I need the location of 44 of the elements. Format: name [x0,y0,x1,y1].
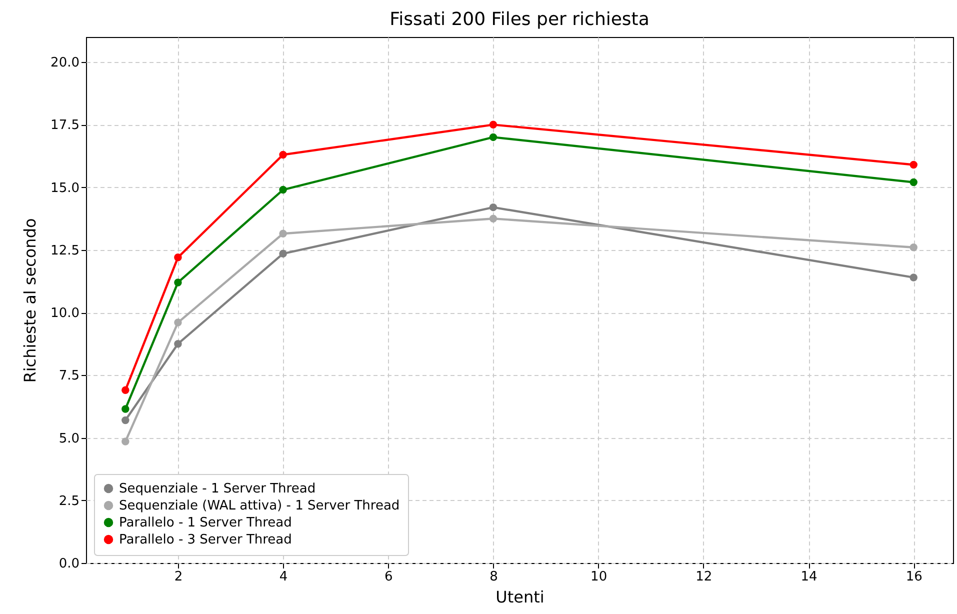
y-tick-label: 7.5 [58,368,80,384]
x-tick-label: 12 [696,570,712,584]
x-tick-label: 10 [590,570,608,584]
point [122,438,130,446]
y-tick-label: 5.0 [58,431,80,446]
point [910,178,918,186]
point [910,274,918,282]
point [174,254,182,262]
point [910,244,918,252]
x-tick-label: 16 [906,570,922,584]
point [489,203,498,212]
y-tick-label: 0.0 [58,556,80,572]
x-tick-label: 2 [174,570,183,584]
x-tick-label: 4 [279,570,288,584]
point [122,416,130,424]
point [279,250,287,258]
point [174,278,182,286]
point [122,386,130,394]
point [489,133,498,142]
y-tick-label: 10.0 [50,306,80,322]
chart-title: Fissati 200 Files per richiesta [390,9,650,30]
point [174,340,182,348]
legend-label: Parallelo - 1 Server Thread [119,516,292,530]
point [489,214,498,222]
y-tick-label: 2.5 [58,494,80,509]
x-tick-label: 8 [490,570,498,584]
legend-label: Parallelo - 3 Server Thread [119,532,292,548]
point [910,160,918,169]
point [174,318,182,326]
y-tick-label: 12.5 [50,243,80,258]
x-axis-title: Utenti [496,588,544,606]
point [122,405,130,413]
legend-label: Sequenziale (WAL attiva) - 1 Server Thread [119,498,400,514]
x-tick-label: 14 [800,570,818,584]
point [279,186,287,194]
legend-label: Sequenziale - 1 Server Thread [119,482,316,496]
y-axis-title: Richieste al secondo [20,218,40,383]
point [279,150,287,159]
point [489,120,498,129]
point [279,230,287,238]
y-tick-label: 15.0 [50,180,80,196]
x-tick-label: 6 [384,570,393,584]
y-tick-label: 17.5 [50,118,80,134]
y-tick-label: 20.0 [50,56,80,71]
